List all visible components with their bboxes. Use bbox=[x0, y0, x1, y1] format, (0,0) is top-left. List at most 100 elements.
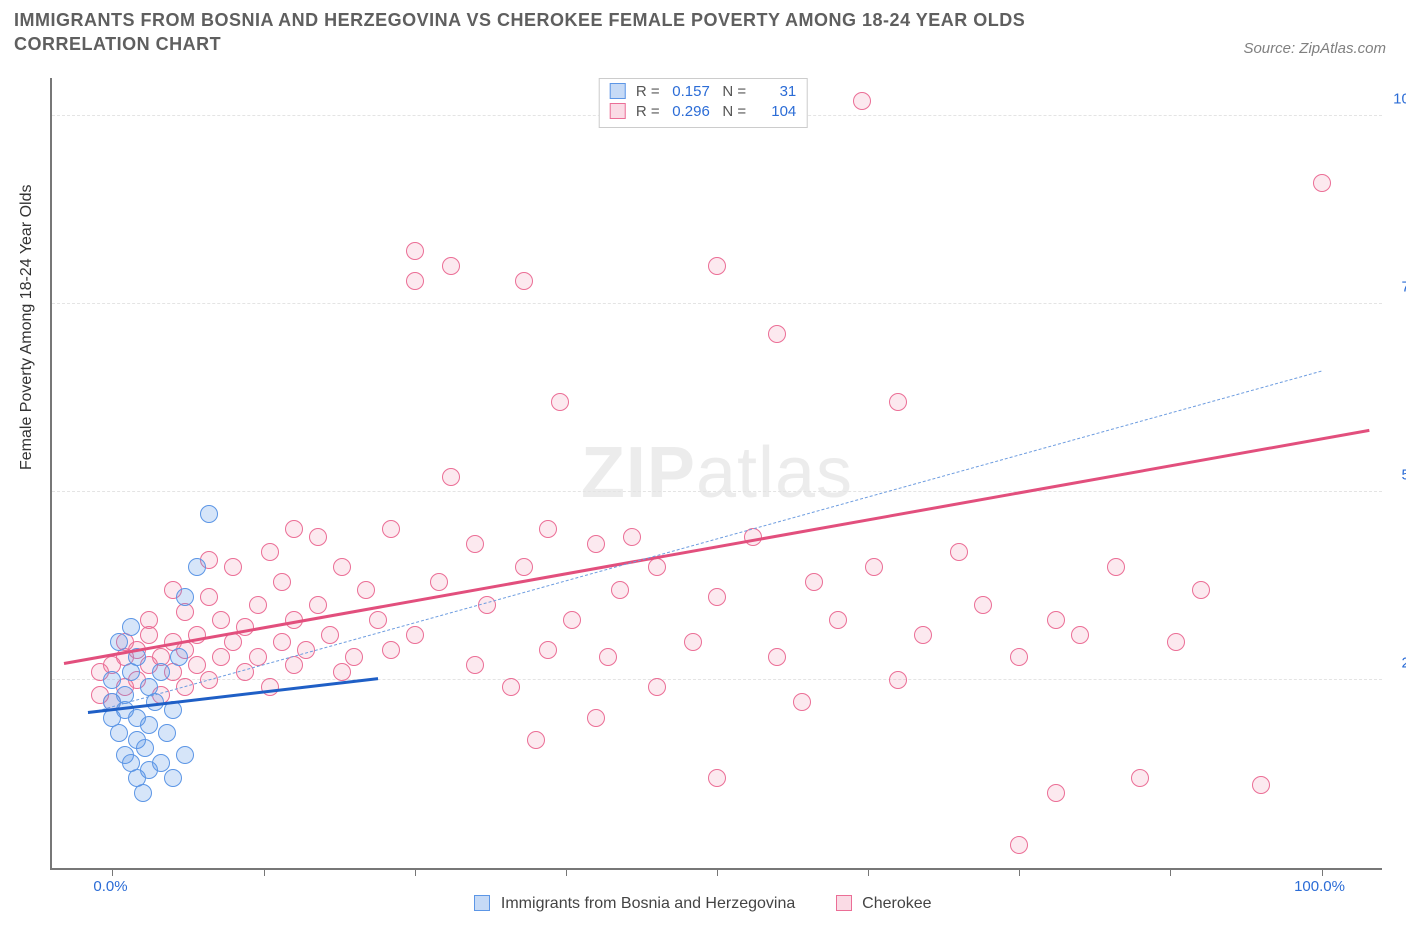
data-point bbox=[1252, 776, 1270, 794]
data-point bbox=[200, 505, 218, 523]
data-point bbox=[1071, 626, 1089, 644]
data-point bbox=[212, 648, 230, 666]
data-point bbox=[1167, 633, 1185, 651]
data-point bbox=[321, 626, 339, 644]
data-point bbox=[466, 656, 484, 674]
data-point bbox=[442, 468, 460, 486]
data-point bbox=[889, 393, 907, 411]
chart-container: IMMIGRANTS FROM BOSNIA AND HERZEGOVINA V… bbox=[0, 0, 1406, 930]
x-tick bbox=[112, 868, 113, 876]
data-point bbox=[1047, 611, 1065, 629]
y-tick-label: 100.0% bbox=[1389, 90, 1406, 107]
data-point bbox=[261, 543, 279, 561]
data-point bbox=[684, 633, 702, 651]
data-point bbox=[539, 641, 557, 659]
data-point bbox=[110, 633, 128, 651]
data-point bbox=[587, 535, 605, 553]
gridline bbox=[52, 303, 1382, 304]
n-value-pink: 104 bbox=[750, 102, 796, 122]
data-point bbox=[333, 663, 351, 681]
swatch-blue-icon bbox=[610, 83, 626, 99]
data-point bbox=[140, 716, 158, 734]
x-tick bbox=[1322, 868, 1323, 876]
y-tick-label: 25.0% bbox=[1389, 654, 1406, 671]
data-point bbox=[950, 543, 968, 561]
data-point bbox=[974, 596, 992, 614]
data-point bbox=[176, 746, 194, 764]
y-tick-label: 75.0% bbox=[1389, 278, 1406, 295]
data-point bbox=[134, 784, 152, 802]
data-point bbox=[515, 558, 533, 576]
watermark-atlas: atlas bbox=[696, 433, 853, 513]
data-point bbox=[515, 272, 533, 290]
data-point bbox=[793, 693, 811, 711]
data-point bbox=[200, 588, 218, 606]
data-point bbox=[345, 648, 363, 666]
data-point bbox=[551, 393, 569, 411]
series-legend: Immigrants from Bosnia and Herzegovina C… bbox=[0, 895, 1406, 913]
watermark-zip: ZIP bbox=[581, 433, 696, 513]
r-value-blue: 0.157 bbox=[664, 82, 710, 102]
swatch-blue-icon bbox=[474, 895, 490, 911]
data-point bbox=[285, 520, 303, 538]
data-point bbox=[914, 626, 932, 644]
data-point bbox=[249, 596, 267, 614]
data-point bbox=[648, 558, 666, 576]
swatch-pink-icon bbox=[836, 895, 852, 911]
data-point bbox=[382, 641, 400, 659]
legend-label-pink: Cherokee bbox=[862, 895, 931, 912]
r-label: R = bbox=[636, 83, 660, 100]
data-point bbox=[1010, 836, 1028, 854]
data-point bbox=[539, 520, 557, 538]
data-point bbox=[527, 731, 545, 749]
data-point bbox=[708, 769, 726, 787]
data-point bbox=[103, 671, 121, 689]
x-tick-label: 0.0% bbox=[93, 878, 127, 895]
source-label: Source: ZipAtlas.com bbox=[1243, 40, 1386, 57]
data-point bbox=[188, 558, 206, 576]
data-point bbox=[382, 520, 400, 538]
data-point bbox=[768, 325, 786, 343]
plot-area: ZIPatlas 25.0%50.0%75.0%100.0% bbox=[50, 78, 1382, 870]
watermark: ZIPatlas bbox=[581, 432, 853, 514]
data-point bbox=[136, 739, 154, 757]
n-value-blue: 31 bbox=[750, 82, 796, 102]
data-point bbox=[648, 678, 666, 696]
trend-line bbox=[88, 370, 1322, 713]
data-point bbox=[170, 648, 188, 666]
data-point bbox=[430, 573, 448, 591]
legend-item-pink: Cherokee bbox=[836, 895, 932, 913]
x-tick bbox=[1019, 868, 1020, 876]
data-point bbox=[829, 611, 847, 629]
data-point bbox=[212, 611, 230, 629]
data-point bbox=[406, 242, 424, 260]
data-point bbox=[369, 611, 387, 629]
data-point bbox=[865, 558, 883, 576]
data-point bbox=[224, 558, 242, 576]
x-tick bbox=[868, 868, 869, 876]
data-point bbox=[1047, 784, 1065, 802]
data-point bbox=[333, 558, 351, 576]
data-point bbox=[611, 581, 629, 599]
data-point bbox=[309, 596, 327, 614]
data-point bbox=[1107, 558, 1125, 576]
data-point bbox=[236, 663, 254, 681]
data-point bbox=[140, 611, 158, 629]
data-point bbox=[406, 626, 424, 644]
data-point bbox=[889, 671, 907, 689]
n-label: N = bbox=[722, 83, 746, 100]
r-value-pink: 0.296 bbox=[664, 102, 710, 122]
data-point bbox=[563, 611, 581, 629]
data-point bbox=[273, 633, 291, 651]
data-point bbox=[708, 588, 726, 606]
r-label: R = bbox=[636, 103, 660, 120]
data-point bbox=[273, 573, 291, 591]
x-tick bbox=[415, 868, 416, 876]
data-point bbox=[406, 272, 424, 290]
x-tick bbox=[1170, 868, 1171, 876]
y-axis-label: Female Poverty Among 18-24 Year Olds bbox=[18, 185, 36, 471]
y-tick-label: 50.0% bbox=[1389, 466, 1406, 483]
data-point bbox=[768, 648, 786, 666]
data-point bbox=[502, 678, 520, 696]
data-point bbox=[176, 588, 194, 606]
